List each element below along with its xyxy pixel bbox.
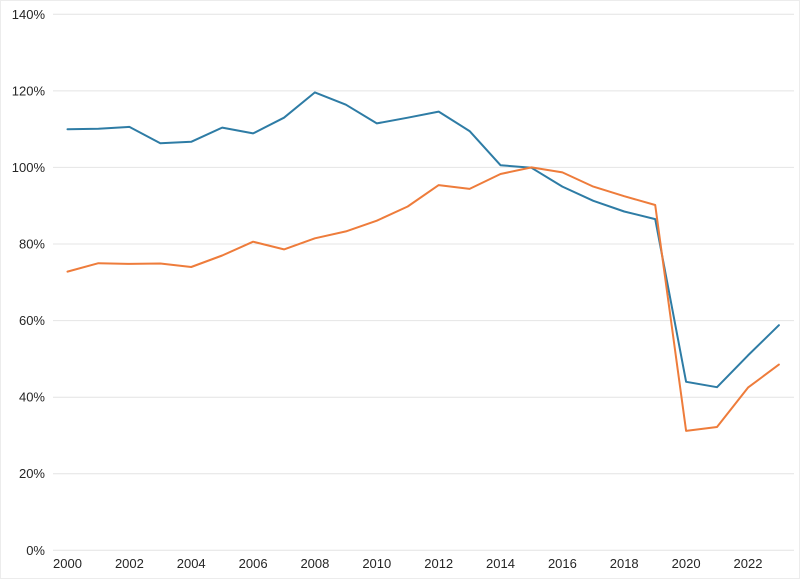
x-axis-tick-label: 2022 — [734, 556, 763, 571]
x-axis-tick-label: 2014 — [486, 556, 515, 571]
x-axis-tick-label: 2004 — [177, 556, 206, 571]
y-axis-tick-label: 20% — [19, 466, 45, 481]
x-axis-tick-label: 2008 — [300, 556, 329, 571]
x-axis-tick-label: 2012 — [424, 556, 453, 571]
y-axis-tick-label: 60% — [19, 313, 45, 328]
orange-series-line — [66, 166, 780, 432]
x-axis-tick-label: 2002 — [115, 556, 144, 571]
x-axis-tick-label: 2010 — [362, 556, 391, 571]
x-axis-tick-label: 2000 — [53, 556, 82, 571]
y-axis-tick-label: 80% — [19, 237, 45, 252]
y-axis-tick-label: 0% — [26, 543, 45, 558]
x-axis-tick-label: 2006 — [239, 556, 268, 571]
blue-series-line — [66, 91, 780, 389]
x-axis-tick-label: 2018 — [610, 556, 639, 571]
y-axis-tick-label: 120% — [12, 83, 46, 98]
y-axis-tick-label: 100% — [12, 160, 46, 175]
y-axis-tick-label: 40% — [19, 390, 45, 405]
x-axis-tick-label: 2016 — [548, 556, 577, 571]
y-axis-tick-label: 140% — [12, 7, 46, 22]
x-axis-tick-label: 2020 — [672, 556, 701, 571]
